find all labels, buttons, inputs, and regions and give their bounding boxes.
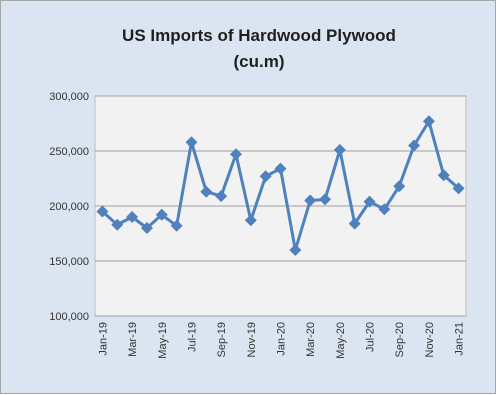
x-tick-label: Sep-20 bbox=[394, 322, 406, 357]
data-point-marker bbox=[155, 208, 168, 221]
data-point-marker bbox=[289, 244, 302, 256]
data-point-marker bbox=[348, 217, 361, 230]
y-tick-label: 200,000 bbox=[49, 201, 89, 213]
data-point-marker bbox=[422, 115, 435, 128]
data-point-marker bbox=[170, 219, 183, 232]
x-tick-label: Jan-19 bbox=[97, 322, 109, 356]
y-tick-label: 300,000 bbox=[49, 91, 89, 103]
data-point-marker bbox=[126, 211, 139, 223]
y-tick-label: 250,000 bbox=[49, 146, 89, 158]
x-tick-label: Jan-21 bbox=[454, 322, 466, 356]
data-point-marker bbox=[200, 185, 213, 198]
x-tick-label: Mar-19 bbox=[127, 322, 139, 357]
x-tick-label: Jul-19 bbox=[186, 322, 198, 352]
chart-title: US Imports of Hardwood Plywood bbox=[122, 26, 396, 45]
data-point-marker bbox=[408, 139, 421, 152]
data-point-marker bbox=[259, 170, 272, 183]
data-point-marker bbox=[363, 195, 376, 208]
data-point-marker bbox=[393, 180, 406, 193]
data-point-marker bbox=[304, 194, 317, 207]
y-axis: 100,000 150,000 200,000 250,000 300,000 bbox=[49, 91, 89, 323]
x-tick-label: May-20 bbox=[335, 322, 347, 359]
data-point-marker bbox=[229, 148, 242, 161]
data-point-marker bbox=[111, 218, 124, 231]
x-tick-label: Sep-19 bbox=[216, 322, 228, 357]
chart-subtitle: (cu.m) bbox=[234, 52, 285, 71]
x-tick-label: Nov-20 bbox=[424, 322, 436, 357]
series-layer bbox=[96, 115, 465, 256]
x-tick-label: May-19 bbox=[157, 322, 169, 359]
data-point-marker bbox=[244, 214, 257, 227]
y-tick-label: 150,000 bbox=[49, 256, 89, 268]
x-tick-label: Jul-20 bbox=[365, 322, 377, 352]
data-point-marker bbox=[333, 143, 346, 156]
x-tick-label: Mar-20 bbox=[305, 322, 317, 357]
data-point-marker bbox=[452, 182, 465, 195]
data-point-marker bbox=[140, 222, 153, 234]
x-tick-label: Nov-19 bbox=[246, 322, 258, 357]
x-tick-label: Jan-20 bbox=[276, 322, 288, 356]
data-point-marker bbox=[319, 193, 332, 206]
grid-lines bbox=[95, 95, 466, 317]
data-point-marker bbox=[215, 190, 228, 203]
y-tick-label: 100,000 bbox=[49, 311, 89, 323]
data-point-marker bbox=[437, 169, 450, 182]
data-point-marker bbox=[274, 162, 287, 175]
data-point-marker bbox=[96, 205, 109, 218]
data-point-marker bbox=[378, 203, 391, 216]
x-axis: Jan-19 Mar-19 May-19 Jul-19 Sep-19 Nov-19 Jan-… bbox=[97, 322, 465, 359]
data-point-marker bbox=[185, 136, 198, 149]
